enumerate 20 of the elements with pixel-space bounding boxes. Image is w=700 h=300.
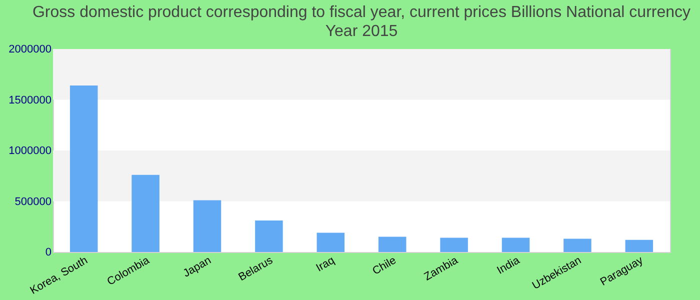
bar — [440, 238, 468, 252]
y-tick-label: 1500000 — [8, 94, 52, 106]
bar — [502, 238, 530, 252]
bar — [378, 236, 406, 252]
x-tick-label: India — [495, 254, 523, 277]
x-tick-label: Chile — [370, 254, 398, 278]
bar — [132, 174, 160, 252]
bar — [316, 232, 345, 252]
y-tick-label: 1000000 — [8, 145, 52, 157]
x-tick-label: Iraq — [314, 254, 337, 274]
bar — [193, 200, 222, 252]
chart-title: Gross domestic product corresponding to fiscal year, current prices Billions National currency — [32, 4, 691, 21]
bar — [255, 220, 283, 252]
x-tick-label: Japan — [181, 254, 214, 280]
y-tick-label: 500000 — [14, 196, 52, 208]
bar — [625, 240, 654, 252]
y-tick-label: 2000000 — [8, 44, 52, 56]
bar — [70, 86, 98, 252]
chart-subtitle: Year 2015 — [325, 23, 398, 40]
bar — [564, 238, 592, 252]
